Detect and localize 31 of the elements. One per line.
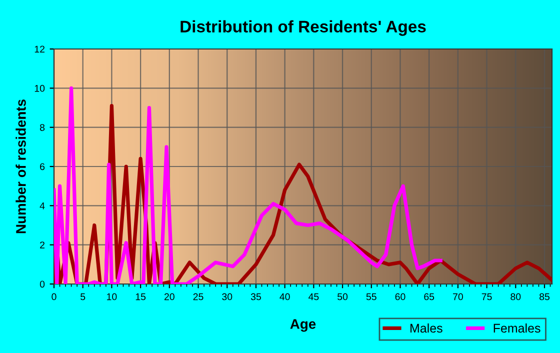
x-axis-title: Age <box>290 319 316 332</box>
x-tick-label: 65 <box>424 293 434 300</box>
x-tick-label: 0 <box>52 293 56 300</box>
x-tick-label: 60 <box>395 293 406 300</box>
x-tick-label: 40 <box>280 293 290 300</box>
y-tick-label: 8 <box>40 124 45 131</box>
x-tick-label: 70 <box>453 293 463 300</box>
x-tick-label: 55 <box>366 293 376 300</box>
x-tick-label: 20 <box>164 293 174 300</box>
x-tick-label: 30 <box>222 293 232 300</box>
x-tick-label: 85 <box>540 293 550 300</box>
y-tick-label: 2 <box>40 242 44 248</box>
y-tick-label: 10 <box>34 84 45 92</box>
x-tick-label: 5 <box>80 293 86 300</box>
x-tick-label: 35 <box>250 293 261 300</box>
x-tick-label: 75 <box>482 293 492 300</box>
x-tick-label: 80 <box>510 293 521 300</box>
y-tick-label: 12 <box>34 46 44 53</box>
x-tick-label: 45 <box>308 293 319 300</box>
legend-label: Females <box>494 323 540 333</box>
chart-title: Distribution of Residents' Ages <box>180 20 426 36</box>
legend-label: Males <box>410 323 442 333</box>
y-tick-label: 4 <box>40 202 45 210</box>
x-tick-label: 15 <box>136 293 146 300</box>
y-axis-title: Number of residents <box>16 100 26 234</box>
line-series <box>54 86 442 284</box>
x-tick-label: 50 <box>338 293 348 300</box>
x-tick-label: 25 <box>193 293 204 300</box>
x-tick-label: 10 <box>107 293 117 300</box>
y-tick-label: 6 <box>40 163 45 170</box>
y-tick-label: 0 <box>40 280 45 288</box>
